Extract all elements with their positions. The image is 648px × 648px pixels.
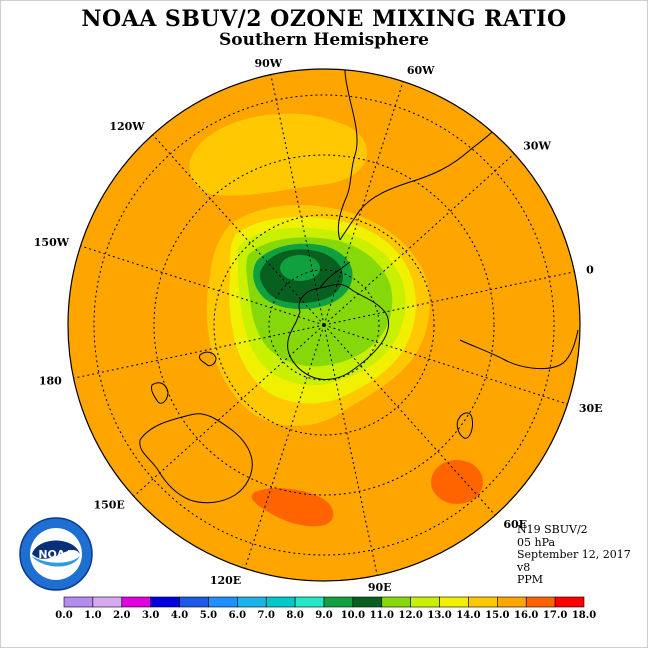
latitude-circles — [93, 94, 555, 556]
colorbar-tick-label: 12.0 — [398, 610, 422, 621]
colorbar-box — [237, 596, 267, 608]
colorbar-box — [352, 596, 383, 608]
map-disc — [68, 69, 580, 581]
colorbar-box — [63, 596, 94, 608]
page-title: NOAA SBUV/2 OZONE MIXING RATIO — [81, 6, 567, 32]
colorbar-box — [208, 596, 238, 608]
ozone-field-13-14-north — [189, 113, 368, 196]
colorbar-box — [554, 596, 585, 608]
colorbar-tick-label: 11.0 — [370, 610, 394, 621]
date-label: September 12, 2017 — [517, 548, 631, 562]
longitude-label: 0 — [586, 263, 594, 276]
page-subtitle: Southern Hemisphere — [219, 30, 429, 50]
longitude-label: 30W — [523, 140, 551, 153]
colorbar-box — [294, 596, 325, 608]
longitude-label: 120W — [109, 120, 145, 133]
colorbar-box — [150, 596, 180, 608]
noaa-logo-text: NOAA — [38, 548, 74, 561]
colorbar-tick-label: 10.0 — [341, 610, 365, 621]
noaa-logo: NOAA — [19, 517, 93, 591]
colorbar-box — [265, 596, 296, 608]
coastlines — [139, 69, 579, 504]
pressure-label: 05 hPa — [517, 535, 556, 549]
colorbar-tick-label: 8.0 — [286, 610, 303, 621]
colorbar-tick-label: 15.0 — [485, 610, 509, 621]
longitude-label: 90E — [368, 581, 392, 594]
colorbar-labels: 0.0 1.0 2.0 3.0 4.0 5.0 6.0 7.0 8.0 9.0 10.0 11.0 12… — [55, 610, 596, 621]
colorbar-tick-label: 17.0 — [543, 610, 567, 621]
longitude-labels: 90W 60W 30W 0 30E 60E 90E 120E 150E 180 150W 120W — [34, 57, 603, 594]
info-block: N19 SBUV/2 05 hPa September 12, 2017 v8 … — [517, 523, 631, 587]
colorbar-tick-label: 6.0 — [229, 610, 246, 621]
colorbar-tick-label: 1.0 — [84, 610, 101, 621]
longitude-label: 60W — [407, 64, 435, 77]
colorbar-box — [179, 596, 209, 608]
colorbar-box — [497, 596, 527, 608]
colorbar-box — [92, 596, 123, 608]
colorbar-box — [121, 596, 151, 608]
colorbar-tick-label: 4.0 — [171, 610, 188, 621]
ozone-field-15-16-south — [251, 488, 334, 527]
version-label: v8 — [517, 560, 531, 574]
colorbar-tick-label: 9.0 — [315, 610, 332, 621]
units-label: PPM — [517, 573, 544, 587]
colorbar-box — [525, 596, 556, 608]
longitude-label: 90W — [254, 57, 282, 70]
longitude-label: 150W — [34, 236, 70, 249]
colorbar-tick-label: 13.0 — [427, 610, 451, 621]
colorbar-box — [468, 596, 498, 608]
ozone-field-15-16-east — [431, 460, 483, 504]
instrument-label: N19 SBUV/2 — [517, 523, 588, 536]
longitude-label: 180 — [39, 375, 62, 388]
colorbar-box — [410, 596, 440, 608]
longitude-label: 150E — [93, 498, 124, 511]
colorbar-tick-label: 3.0 — [142, 610, 159, 621]
longitude-label: 60E — [503, 518, 527, 531]
colorbar-tick-label: 7.0 — [258, 610, 275, 621]
colorbar-box — [381, 596, 411, 608]
longitude-label: 120E — [210, 574, 241, 587]
colorbar-tick-label: 5.0 — [200, 610, 217, 621]
colorbar-tick-label: 2.0 — [113, 610, 130, 621]
colorbar-box — [439, 596, 469, 608]
longitude-label: 30E — [579, 402, 603, 415]
colorbar-box — [323, 596, 354, 608]
colorbar-tick-label: 16.0 — [514, 610, 538, 621]
colorbar-tick-label: 14.0 — [456, 610, 480, 621]
map-border — [67, 68, 581, 582]
colorbar-tick-label: 0.0 — [55, 610, 72, 621]
colorbar-boxes — [63, 596, 585, 608]
colorbar-tick-label: 18.0 — [572, 610, 596, 621]
